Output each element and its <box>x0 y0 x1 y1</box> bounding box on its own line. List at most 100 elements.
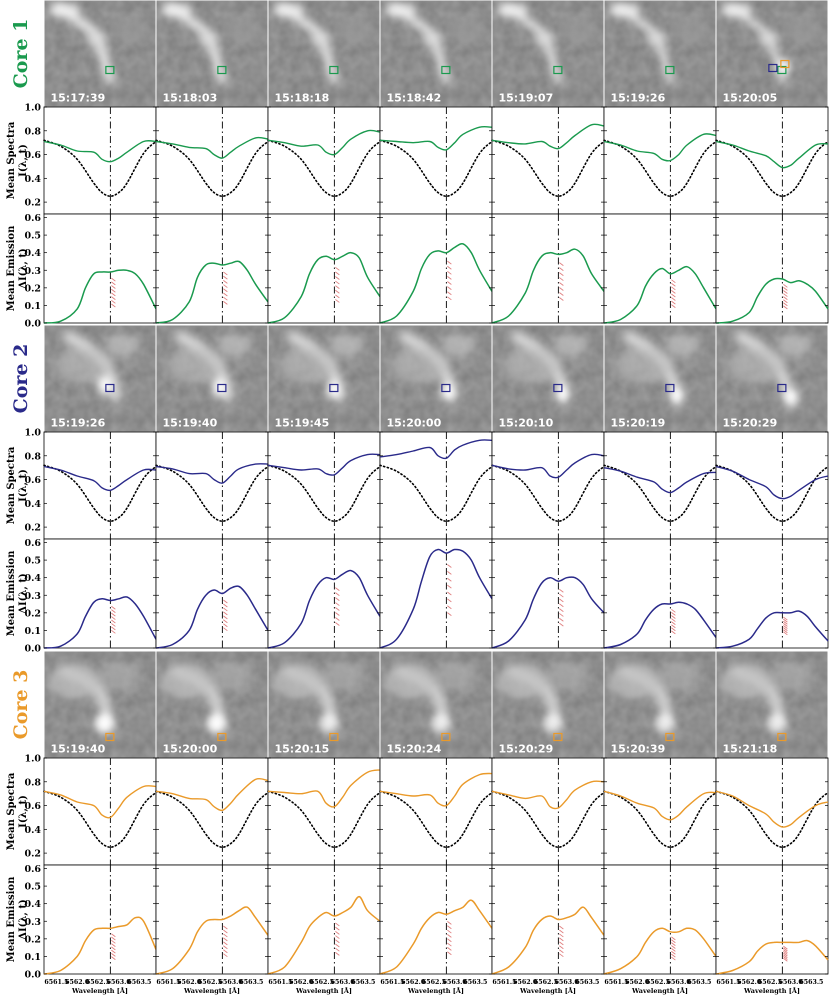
hatch-band-mark <box>111 299 116 304</box>
hatch-band-mark <box>559 617 564 622</box>
x-tick-label: 6563.0 <box>667 979 692 986</box>
x-tick-label: 6562.0 <box>65 979 90 986</box>
solar-image-features <box>496 1 596 84</box>
spectra-tick-label: 0.4 <box>24 174 41 185</box>
hatch-band-mark <box>783 293 788 297</box>
hatch-band-mark <box>447 929 452 934</box>
timestamp: 15:20:24 <box>387 743 442 756</box>
hatch-band-mark <box>671 953 676 958</box>
hatch-band-mark <box>335 597 340 601</box>
timestamp: 15:20:19 <box>611 417 666 430</box>
hatch-band-mark <box>783 302 788 307</box>
hatch-band-mark <box>671 945 676 949</box>
core-label: Core 3 <box>10 670 32 740</box>
core-box-marker <box>665 65 675 75</box>
x-tick-label: 6562.0 <box>737 979 762 986</box>
solar-image: 15:19:45 <box>268 325 380 432</box>
timestamp: 15:19:26 <box>611 92 666 105</box>
x-tick-label: 6562.0 <box>289 979 314 986</box>
x-tick-label: 6562.5 <box>86 979 110 986</box>
emission-panel <box>43 864 157 975</box>
hatch-band-mark <box>111 956 116 961</box>
core-box-marker <box>441 383 451 393</box>
hatch-band-mark <box>559 925 564 930</box>
solar-image-features <box>272 662 364 734</box>
hatch-band-mark <box>559 282 564 286</box>
solar-image: 15:20:10 <box>492 325 604 432</box>
emission-panel <box>379 538 493 649</box>
timestamp: 15:19:40 <box>51 743 106 756</box>
emission-frame <box>43 864 157 975</box>
solar-image: 15:20:00 <box>156 651 268 758</box>
core3-box-marker <box>780 59 790 69</box>
reference-profile <box>155 790 269 849</box>
x-axis-label: Wavelength [Å] <box>519 986 576 995</box>
core-box-marker <box>105 732 115 742</box>
spectra-tick-label: 0.6 <box>24 801 41 812</box>
hatch-band-mark <box>671 608 676 613</box>
emission-frame <box>715 864 829 975</box>
spectra-frame <box>379 106 493 215</box>
hatch-band-mark <box>335 930 340 935</box>
hatch-band-mark <box>671 615 676 619</box>
spectra-frame <box>715 431 829 540</box>
x-tick-label: 6563.0 <box>555 979 580 986</box>
emission-tick-label: 0.2 <box>24 608 41 619</box>
core-box-marker <box>105 65 115 75</box>
hatch-band-mark <box>335 289 340 294</box>
hatch-band-mark <box>559 608 564 612</box>
solar-image-features <box>614 329 699 405</box>
core-box-marker <box>329 383 339 393</box>
hatch-band-mark <box>671 942 676 946</box>
hatch-band-mark <box>223 945 228 950</box>
hatch-band-mark <box>335 939 340 944</box>
core-box-marker <box>105 383 115 393</box>
solar-image-content <box>604 325 716 432</box>
x-tick-label: 6561.5 <box>44 979 68 986</box>
hatch-band-mark <box>111 619 116 624</box>
x-tick-label: 6562.0 <box>401 979 426 986</box>
spectra-panel <box>43 106 157 215</box>
emission-ylabel-symbol: ΔI(λ, t) <box>18 899 29 940</box>
hatch-band-mark <box>447 286 452 290</box>
hatch-band-mark <box>783 952 788 957</box>
emission-panel <box>491 538 605 649</box>
solar-image-content <box>156 651 268 758</box>
hatch-band-mark <box>783 296 788 300</box>
solar-image: 15:20:29 <box>492 651 604 758</box>
hatch-band-mark <box>223 296 228 301</box>
hatch-band-mark <box>559 941 564 946</box>
solar-image-content <box>268 325 380 432</box>
emission-tick-label: 0.6 <box>24 538 41 549</box>
core2-box-marker <box>768 63 778 73</box>
spectra-ylabel: Mean Spectra <box>6 772 17 850</box>
spectra-tick-label: 0.4 <box>24 825 41 836</box>
hatch-band-mark <box>335 922 340 927</box>
x-tick-label: 6561.5 <box>380 979 404 986</box>
emission-ylabel-symbol: ΔI(λ, t) <box>18 248 29 289</box>
hatch-band-mark <box>447 612 452 616</box>
x-tick-label: 6563.0 <box>443 979 468 986</box>
core-box-marker <box>777 383 787 393</box>
mean-emission-line <box>379 242 493 324</box>
mean-spectrum-line <box>379 125 493 151</box>
solar-image: 15:20:29 <box>716 325 828 432</box>
x-tick-label: 6563.0 <box>107 979 132 986</box>
hatch-band-mark <box>447 598 452 603</box>
mean-emission-line <box>715 277 829 324</box>
x-tick-label: 6561.5 <box>716 979 740 986</box>
hatch-band-mark <box>111 609 116 614</box>
timestamp: 15:20:00 <box>163 743 218 756</box>
mean-emission-line <box>715 939 829 975</box>
mean-emission-line <box>43 269 157 324</box>
hatch-band-mark <box>671 618 676 622</box>
emission-tick-label: 0.6 <box>24 213 41 224</box>
spectra-ylabel: Mean Spectra <box>6 121 17 199</box>
hatch-band-mark <box>671 939 676 944</box>
solar-image-content <box>492 325 604 432</box>
spectra-panel <box>603 431 717 540</box>
x-tick-label: 6563.5 <box>127 979 151 986</box>
hatch-band-mark <box>783 299 788 304</box>
core-box-marker <box>329 65 339 75</box>
emission-frame <box>155 213 269 324</box>
